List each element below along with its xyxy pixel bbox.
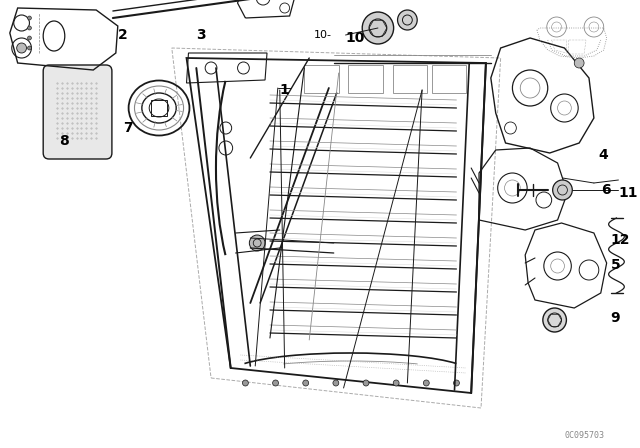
Text: 4: 4 [599,148,609,162]
Text: 10: 10 [346,31,365,45]
Text: 3: 3 [196,28,206,42]
Circle shape [28,26,31,30]
Bar [304,65,339,93]
Circle shape [397,10,417,30]
Circle shape [363,380,369,386]
Circle shape [553,180,572,200]
Bar [349,65,383,93]
Circle shape [303,380,308,386]
Circle shape [454,380,460,386]
Bar [432,65,467,93]
Circle shape [273,380,278,386]
Circle shape [28,46,31,50]
Circle shape [28,36,31,40]
Circle shape [574,58,584,68]
Circle shape [424,380,429,386]
Text: 6: 6 [601,183,611,197]
Text: 7: 7 [123,121,132,135]
Circle shape [393,380,399,386]
Circle shape [250,235,265,251]
Text: 5: 5 [611,258,620,272]
FancyBboxPatch shape [43,65,112,159]
Text: 8: 8 [59,134,68,148]
Text: 0C095703: 0C095703 [564,431,604,440]
Circle shape [243,380,248,386]
Circle shape [17,43,26,53]
Text: 12: 12 [611,233,630,247]
Bar [151,100,167,116]
Text: 9: 9 [611,311,620,325]
Text: 2: 2 [118,28,127,42]
Circle shape [543,308,566,332]
Text: 10-: 10- [314,30,332,40]
Circle shape [362,12,394,44]
Bar [393,65,427,93]
Circle shape [333,380,339,386]
Text: 11: 11 [618,186,638,200]
Circle shape [28,16,31,20]
Text: 1: 1 [280,83,289,97]
